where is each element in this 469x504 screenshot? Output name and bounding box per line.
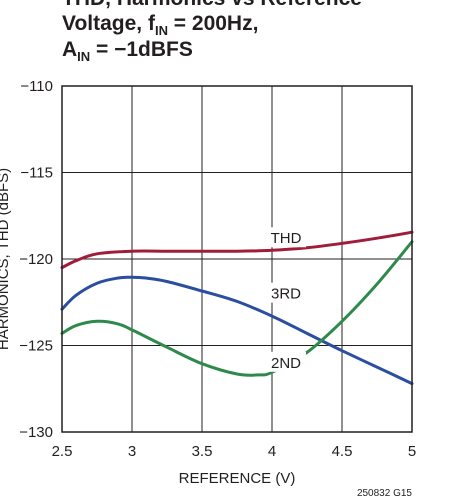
series-label-bg (266, 351, 306, 372)
y-tick-label: −120 (19, 251, 53, 268)
chart-title-line: Voltage, fIN = 200Hz, (62, 12, 258, 38)
x-tick-label: 4 (268, 443, 276, 460)
series-label-3rd: 3RD (271, 286, 301, 303)
y-axis-label: HARMONICS, THD (dBFS) (0, 168, 12, 350)
chart-title-line: AIN = −1dBFS (62, 38, 193, 64)
figure-code: 250832 G15 (357, 488, 412, 499)
x-tick-label: 3.5 (192, 443, 213, 460)
series-label-bg (266, 282, 306, 303)
y-tick-label: −130 (19, 424, 53, 441)
series-line-2nd (60, 240, 414, 377)
series-label-thd: THD (271, 230, 302, 247)
x-axis-label: REFERENCE (V) (179, 470, 296, 487)
series-label-bg (266, 227, 306, 248)
y-tick-label: −125 (19, 338, 53, 355)
x-tick-label: 2.5 (52, 443, 73, 460)
x-tick-label: 5 (408, 443, 416, 460)
y-tick-label: −115 (20, 165, 53, 182)
plot-frame (61, 85, 413, 433)
series-line-3rd (60, 275, 414, 386)
y-tick-label: −110 (20, 78, 53, 95)
series-line-thd (60, 230, 414, 270)
x-tick-label: 3 (128, 443, 136, 460)
x-tick-label: 4.5 (332, 443, 353, 460)
series-label-2nd: 2ND (271, 355, 301, 372)
chart-title-line: THD, Harmonics vs Reference (62, 0, 362, 10)
